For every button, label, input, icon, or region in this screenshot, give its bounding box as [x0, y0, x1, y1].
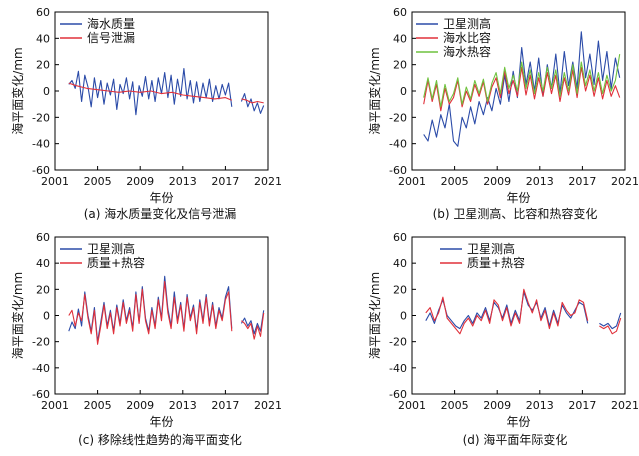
- y-tick-label: -20: [32, 111, 50, 124]
- series-line-1-seg-2: [240, 310, 265, 335]
- series-line-1-seg-2: [240, 93, 265, 114]
- series-line-1-seg-1: [425, 291, 589, 330]
- y-axis-title: 海平面变化/mm: [367, 272, 382, 359]
- x-tick-label: 2009: [126, 175, 154, 188]
- y-tick-label: 20: [393, 59, 407, 72]
- x-tick-label: 2005: [441, 399, 469, 412]
- x-tick-label: 2021: [611, 175, 639, 188]
- y-tick-label: -40: [32, 362, 50, 375]
- x-axis-title: 年份: [149, 415, 173, 429]
- legend-label-1: 海水质量: [87, 16, 135, 31]
- y-tick-label: 60: [36, 231, 50, 244]
- legend-label-3: 海水热容: [443, 44, 491, 59]
- panel-c: 2001 2005 2009 2013 2017 2021 -60 -40 -20 0 20 40 60…: [10, 231, 282, 447]
- y-tick-label: 0: [43, 85, 50, 98]
- x-tick-label: 2005: [84, 175, 112, 188]
- x-tick-label: 2017: [568, 399, 596, 412]
- y-tick-label: 20: [36, 59, 50, 72]
- x-tick-label: 2009: [126, 399, 154, 412]
- y-tick-label: 0: [400, 310, 407, 323]
- y-tick-label: 40: [36, 257, 50, 270]
- x-tick-label: 2005: [441, 175, 469, 188]
- series-line-2-seg-2: [599, 317, 622, 335]
- y-tick-label: 20: [393, 283, 407, 296]
- y-tick-label: 40: [393, 32, 407, 45]
- legend-label-2: 信号泄漏: [87, 31, 135, 45]
- y-tick-label: 60: [393, 231, 407, 244]
- y-tick-label: 40: [393, 257, 407, 270]
- x-axis-title: 年份: [149, 191, 173, 205]
- y-tick-label: -60: [389, 388, 407, 401]
- x-tick-label: 2017: [568, 175, 596, 188]
- y-axis-title: 海平面变化/mm: [10, 272, 25, 359]
- series-line-2-seg-2: [241, 312, 265, 340]
- series-line-2-seg-1: [68, 82, 233, 101]
- panel-d: 2001 2005 2009 2013 2017 2021 -60 -40 -20 0 20 40 60…: [367, 231, 639, 447]
- y-tick-label: 0: [43, 310, 50, 323]
- y-tick-label: 60: [393, 6, 407, 19]
- y-tick-label: -40: [32, 138, 50, 151]
- y-tick-label: 40: [36, 32, 50, 45]
- x-tick-label: 2001: [398, 399, 426, 412]
- y-tick-label: -20: [389, 111, 407, 124]
- y-tick-label: 20: [36, 283, 50, 296]
- x-tick-label: 2013: [526, 175, 554, 188]
- x-tick-label: 2017: [211, 175, 239, 188]
- series-line-1-seg-1: [423, 31, 621, 147]
- legend-label-2: 海水比容: [443, 30, 491, 45]
- y-tick-label: -20: [32, 336, 50, 349]
- y-tick-label: -60: [32, 164, 50, 177]
- legend-label-1: 卫星测高: [87, 241, 135, 256]
- y-tick-label: -40: [389, 362, 407, 375]
- legend-label-2: 质量+热容: [87, 255, 145, 270]
- y-tick-label: 0: [400, 85, 407, 98]
- series-line-1-seg-1: [68, 68, 233, 116]
- y-axis-title: 海平面变化/mm: [10, 47, 25, 134]
- x-tick-label: 2001: [41, 175, 69, 188]
- series-line-2-seg-1: [425, 288, 589, 335]
- series-line-1-seg-2: [599, 312, 622, 330]
- y-tick-label: -20: [389, 336, 407, 349]
- x-tick-label: 2009: [483, 399, 511, 412]
- x-tick-label: 2013: [526, 399, 554, 412]
- x-axis-title: 年份: [506, 415, 530, 429]
- series-line-3-seg-1: [423, 54, 621, 108]
- panel-caption: (d) 海平面年际变化: [463, 432, 568, 447]
- x-tick-label: 2021: [254, 175, 282, 188]
- y-axis-title: 海平面变化/mm: [367, 47, 382, 134]
- panel-caption: (c) 移除线性趋势的海平面变化: [78, 432, 242, 447]
- x-tick-label: 2021: [254, 399, 282, 412]
- x-tick-label: 2013: [169, 175, 197, 188]
- panel-caption: (a) 海水质量变化及信号泄漏: [84, 206, 237, 221]
- panel-b: 2001 2005 2009 2013 2017 2021 -60 -40 -20 0 20 40 60…: [367, 6, 639, 221]
- series-line-2-seg-1: [423, 66, 621, 112]
- x-tick-label: 2021: [611, 399, 639, 412]
- legend-label-1: 卫星测高: [443, 16, 491, 31]
- x-tick-label: 2001: [398, 175, 426, 188]
- legend-label-2: 质量+热容: [467, 255, 525, 270]
- series-line-2-seg-1: [68, 280, 233, 345]
- legend-label-1: 卫星测高: [467, 241, 515, 256]
- x-tick-label: 2017: [211, 399, 239, 412]
- x-tick-label: 2001: [41, 399, 69, 412]
- x-tick-label: 2013: [169, 399, 197, 412]
- y-tick-label: -60: [32, 388, 50, 401]
- x-tick-label: 2009: [483, 175, 511, 188]
- y-tick-label: -60: [389, 164, 407, 177]
- x-tick-label: 2005: [84, 399, 112, 412]
- y-tick-label: -40: [389, 138, 407, 151]
- series-line-2-seg-2: [241, 98, 264, 104]
- panel-a: 2001 2005 2009 2013 2017 2021 -60 -40 -20 0 20 40 60…: [10, 6, 282, 221]
- y-tick-label: 60: [36, 6, 50, 19]
- panel-caption: (b) 卫星测高、比容和热容变化: [433, 206, 598, 221]
- x-axis-title: 年份: [506, 191, 530, 205]
